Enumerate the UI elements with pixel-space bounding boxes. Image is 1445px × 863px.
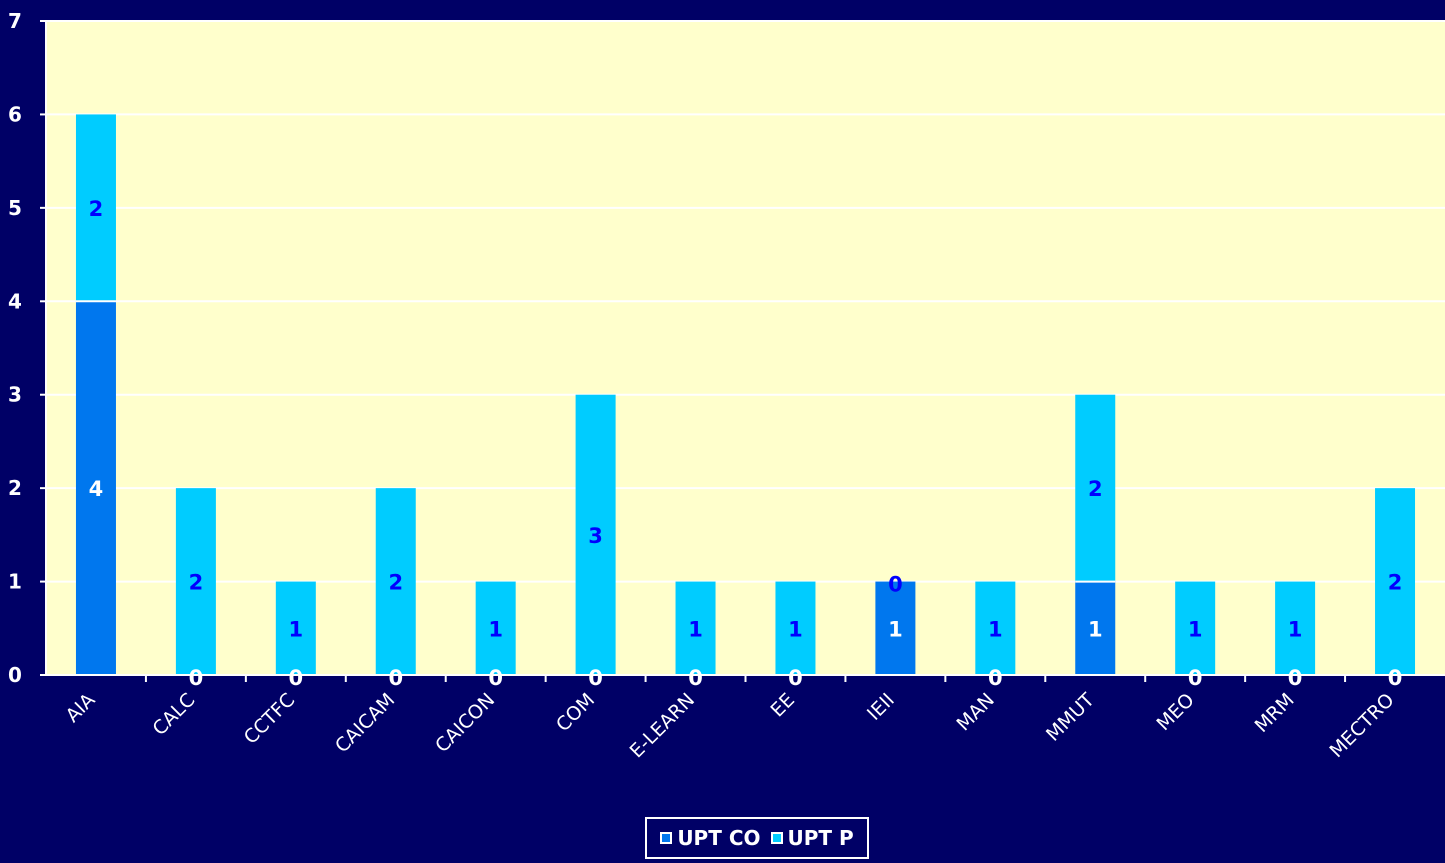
data-label-upt-p-cctfc: 1 bbox=[289, 617, 304, 641]
y-tick-label-4: 4 bbox=[8, 289, 22, 313]
legend-swatch-upt-co bbox=[660, 832, 673, 844]
x-tick-label-ieii: IEII bbox=[863, 689, 899, 725]
bar-upt-p-cctfc bbox=[275, 581, 316, 675]
bar-upt-p-caicon bbox=[475, 581, 516, 675]
data-label-upt-co-com: 0 bbox=[588, 666, 603, 690]
data-label-upt-co-e-learn: 0 bbox=[688, 666, 703, 690]
x-tick-label-mmut: MMUT bbox=[1042, 689, 1099, 746]
data-label-upt-co-mectro: 0 bbox=[1388, 666, 1403, 690]
plot-area bbox=[46, 21, 1445, 675]
bar-upt-p-mmut bbox=[1075, 394, 1116, 582]
data-label-upt-p-calc: 2 bbox=[189, 571, 204, 595]
data-label-upt-co-meo: 0 bbox=[1188, 666, 1203, 690]
data-label-upt-co-aia: 4 bbox=[89, 477, 104, 501]
legend-item-upt-p: UPT P bbox=[770, 826, 854, 850]
x-tick-label-mrm: MRM bbox=[1251, 689, 1299, 737]
data-label-upt-co-ee: 0 bbox=[788, 666, 803, 690]
data-label-upt-p-man: 1 bbox=[988, 617, 1003, 641]
data-label-upt-co-caicon: 0 bbox=[488, 666, 503, 690]
data-label-upt-co-caicam: 0 bbox=[388, 666, 403, 690]
x-tick-label-mectro: MECTRO bbox=[1325, 689, 1398, 762]
data-label-upt-p-meo: 1 bbox=[1188, 617, 1203, 641]
bar-upt-p-mectro bbox=[1375, 488, 1416, 675]
data-label-upt-p-ee: 1 bbox=[788, 617, 803, 641]
y-tick-label-7: 7 bbox=[8, 9, 22, 33]
data-label-upt-co-ieii: 1 bbox=[888, 617, 903, 641]
legend-label-upt-p: UPT P bbox=[787, 826, 854, 850]
data-label-upt-co-mrm: 0 bbox=[1288, 666, 1303, 690]
y-tick-label-1: 1 bbox=[8, 570, 22, 594]
bars bbox=[75, 114, 1416, 675]
legend-item-upt-co: UPT CO bbox=[660, 826, 761, 850]
x-tick-label-meo: MEO bbox=[1152, 689, 1198, 735]
bar-upt-p-e-learn bbox=[675, 581, 716, 675]
bar-upt-p-ee bbox=[775, 581, 816, 675]
bar-upt-p-aia bbox=[75, 114, 116, 302]
legend-label-upt-co: UPT CO bbox=[677, 826, 761, 850]
data-label-upt-p-caicon: 1 bbox=[488, 617, 503, 641]
bar-upt-p-com bbox=[575, 394, 616, 675]
x-tick-label-calc: CALC bbox=[148, 689, 199, 740]
data-labels: 4 2 0 2 0 1 0 2 0 1 0 3 0 1 0 1 1 0 0 1 1 2 0 1 0 1 0 2 bbox=[89, 197, 1403, 690]
data-label-upt-p-mectro: 2 bbox=[1388, 571, 1403, 595]
data-label-upt-p-aia: 2 bbox=[89, 197, 104, 221]
y-tick-label-3: 3 bbox=[8, 383, 22, 407]
x-tick-label-com: COM bbox=[552, 689, 599, 736]
bar-upt-p-caicam bbox=[375, 488, 416, 675]
data-label-upt-p-mrm: 1 bbox=[1288, 617, 1303, 641]
data-label-upt-p-ieii: 0 bbox=[888, 573, 903, 597]
bar-upt-p-man bbox=[975, 581, 1016, 675]
data-label-upt-p-caicam: 2 bbox=[388, 571, 403, 595]
bar-upt-p-meo bbox=[1175, 581, 1216, 675]
bar-upt-co-ieii bbox=[875, 581, 916, 675]
data-label-upt-p-com: 3 bbox=[588, 524, 603, 548]
x-tick-label-aia: AIA bbox=[62, 689, 100, 727]
data-label-upt-p-mmut: 2 bbox=[1088, 477, 1103, 501]
x-tick-label-man: MAN bbox=[952, 689, 998, 735]
x-tick-label-ee: EE bbox=[766, 689, 799, 722]
legend-swatch-upt-p bbox=[770, 832, 783, 844]
y-tick-label-5: 5 bbox=[8, 196, 22, 220]
x-tick-label-caicam: CAICAM bbox=[331, 689, 399, 757]
x-tick-label-caicon: CAICON bbox=[431, 689, 499, 757]
data-label-upt-p-e-learn: 1 bbox=[688, 617, 703, 641]
data-label-upt-co-mmut: 1 bbox=[1088, 617, 1103, 641]
y-tick-label-2: 2 bbox=[8, 476, 22, 500]
data-label-upt-co-calc: 0 bbox=[189, 666, 204, 690]
legend: UPT CO UPT P bbox=[645, 817, 869, 859]
x-tick-label-cctfc: CCTFC bbox=[240, 689, 300, 749]
bar-upt-co-mmut bbox=[1075, 581, 1116, 675]
bar-upt-p-calc bbox=[175, 488, 216, 675]
data-label-upt-co-cctfc: 0 bbox=[289, 666, 304, 690]
bar-upt-p-mrm bbox=[1275, 581, 1316, 675]
x-tick-label-e-learn: E-LEARN bbox=[626, 689, 699, 762]
y-tick-label-0: 0 bbox=[8, 663, 22, 687]
gridlines bbox=[46, 20, 1445, 583]
data-label-upt-co-man: 0 bbox=[988, 666, 1003, 690]
y-tick-label-6: 6 bbox=[8, 102, 22, 126]
bar-upt-co-aia bbox=[75, 301, 116, 675]
